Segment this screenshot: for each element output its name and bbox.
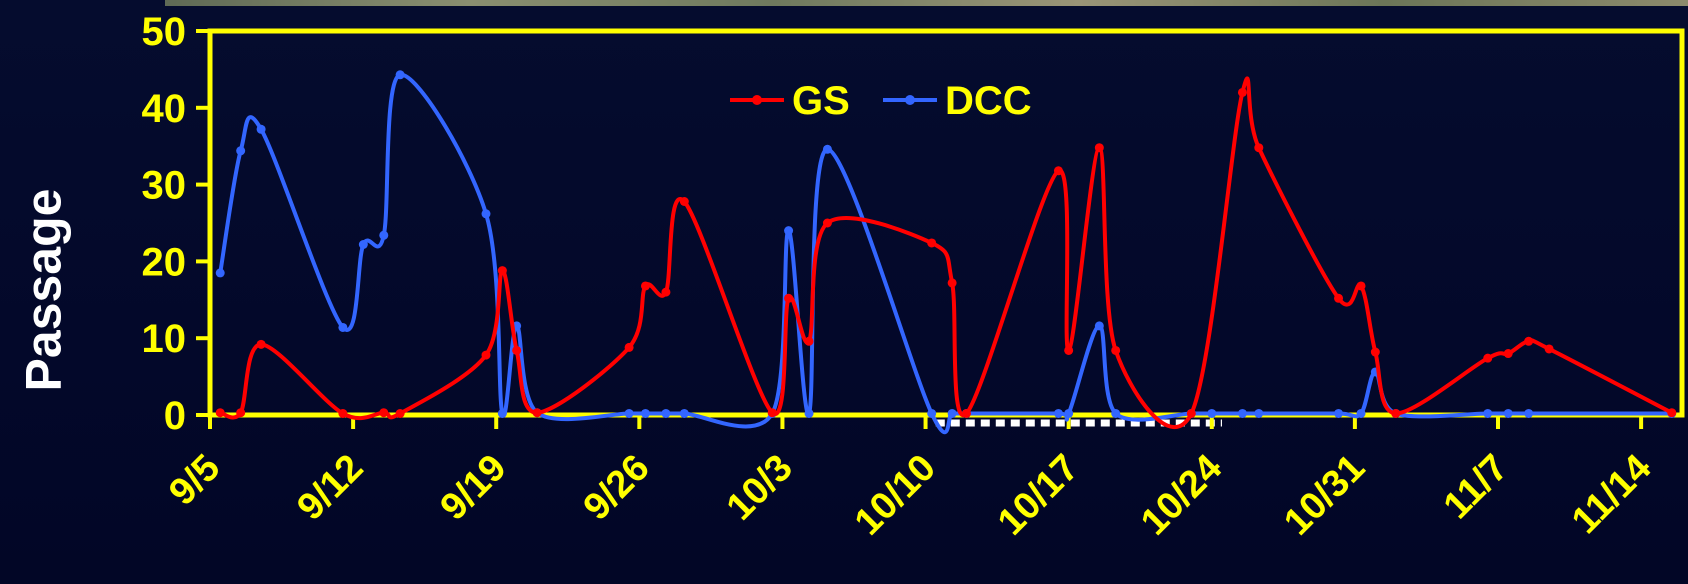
data-point-gs xyxy=(1334,293,1344,303)
data-point-gs xyxy=(767,408,777,418)
data-point-gs xyxy=(532,408,542,418)
data-point-gs xyxy=(784,293,794,303)
data-point-gs xyxy=(624,342,634,352)
y-tick-label: 30 xyxy=(142,164,187,208)
data-point-dcc xyxy=(804,408,814,418)
x-tick-label: 9/5 xyxy=(161,447,228,514)
data-point-gs xyxy=(481,350,491,360)
data-point-gs xyxy=(395,408,405,418)
data-point-dcc xyxy=(624,408,634,418)
x-tick-label: 10/3 xyxy=(719,447,801,529)
data-point-gs xyxy=(927,238,937,248)
data-point-dcc xyxy=(1524,408,1534,418)
data-point-gs xyxy=(256,339,266,349)
x-tick-label: 10/31 xyxy=(1276,447,1373,544)
data-point-gs xyxy=(822,218,832,228)
x-tick-label: 9/12 xyxy=(289,447,371,529)
data-point-gs xyxy=(512,345,522,355)
data-point-dcc xyxy=(1503,408,1513,418)
data-point-gs xyxy=(1483,353,1493,363)
x-tick-label: 11/14 xyxy=(1564,447,1659,542)
legend-marker-dcc xyxy=(905,95,915,105)
data-point-gs xyxy=(1524,336,1534,346)
data-point-dcc xyxy=(481,209,491,219)
x-tick-label: 10/10 xyxy=(847,447,944,544)
data-point-gs xyxy=(1370,347,1380,357)
y-tick-label: 10 xyxy=(142,317,187,361)
data-point-dcc xyxy=(822,144,832,154)
y-tick-label: 40 xyxy=(142,87,187,131)
plot-frame xyxy=(207,28,1685,418)
data-point-gs xyxy=(1391,408,1401,418)
data-point-gs xyxy=(640,281,650,291)
data-point-dcc xyxy=(784,226,794,236)
x-tick-label: 9/19 xyxy=(433,447,515,529)
data-point-gs xyxy=(947,278,957,288)
y-tick-label: 50 xyxy=(142,10,187,54)
data-point-gs xyxy=(804,336,814,346)
data-point-dcc xyxy=(1064,408,1074,418)
data-point-gs xyxy=(236,408,246,418)
header-image-strip xyxy=(165,0,1688,6)
data-point-dcc xyxy=(338,322,348,332)
data-point-gs xyxy=(379,408,389,418)
series-line-gs xyxy=(218,76,1674,430)
data-point-gs xyxy=(338,408,348,418)
data-point-gs xyxy=(661,287,671,297)
data-point-gs xyxy=(1186,408,1196,418)
data-point-dcc xyxy=(1053,408,1063,418)
data-point-gs xyxy=(1503,349,1513,359)
data-point-dcc xyxy=(661,408,671,418)
data-point-dcc xyxy=(358,240,368,250)
data-point-gs xyxy=(1094,143,1104,153)
y-tick-label: 20 xyxy=(142,240,187,284)
legend-label-gs: GS xyxy=(792,79,850,123)
data-point-dcc xyxy=(236,146,246,156)
data-point-gs xyxy=(961,408,971,418)
data-point-gs xyxy=(1237,87,1247,97)
data-point-gs xyxy=(1356,281,1366,291)
data-point-dcc xyxy=(1094,321,1104,331)
data-point-dcc xyxy=(395,70,405,80)
data-point-dcc xyxy=(640,408,650,418)
x-tick-label: 9/26 xyxy=(576,447,658,529)
data-point-gs xyxy=(1111,345,1121,355)
data-point-dcc xyxy=(1334,408,1344,418)
data-point-gs xyxy=(215,408,225,418)
data-point-dcc xyxy=(1483,408,1493,418)
data-point-dcc xyxy=(256,124,266,134)
legend-label-dcc: DCC xyxy=(945,79,1032,123)
data-point-dcc xyxy=(1111,408,1121,418)
data-point-dcc xyxy=(1356,408,1366,418)
y-tick-label: 0 xyxy=(164,394,186,438)
data-point-dcc xyxy=(497,408,507,418)
data-point-dcc xyxy=(1237,408,1247,418)
data-point-gs xyxy=(1064,345,1074,355)
x-tick-label: 10/24 xyxy=(1133,447,1230,544)
data-point-dcc xyxy=(927,408,937,418)
series-line-dcc xyxy=(218,72,1674,435)
data-point-dcc xyxy=(679,408,689,418)
data-point-gs xyxy=(679,196,689,206)
data-point-dcc xyxy=(947,408,957,418)
data-point-gs xyxy=(1544,344,1554,354)
data-point-dcc xyxy=(215,268,225,278)
legend-marker-gs xyxy=(752,95,762,105)
data-point-gs xyxy=(497,266,507,276)
data-point-dcc xyxy=(379,230,389,240)
x-tick-label: 11/7 xyxy=(1436,447,1517,528)
data-point-gs xyxy=(1053,166,1063,176)
data-point-gs xyxy=(1667,408,1677,418)
x-tick-label: 10/17 xyxy=(990,447,1087,544)
data-point-dcc xyxy=(1254,408,1264,418)
data-point-dcc xyxy=(1207,408,1217,418)
data-point-gs xyxy=(1254,143,1264,153)
